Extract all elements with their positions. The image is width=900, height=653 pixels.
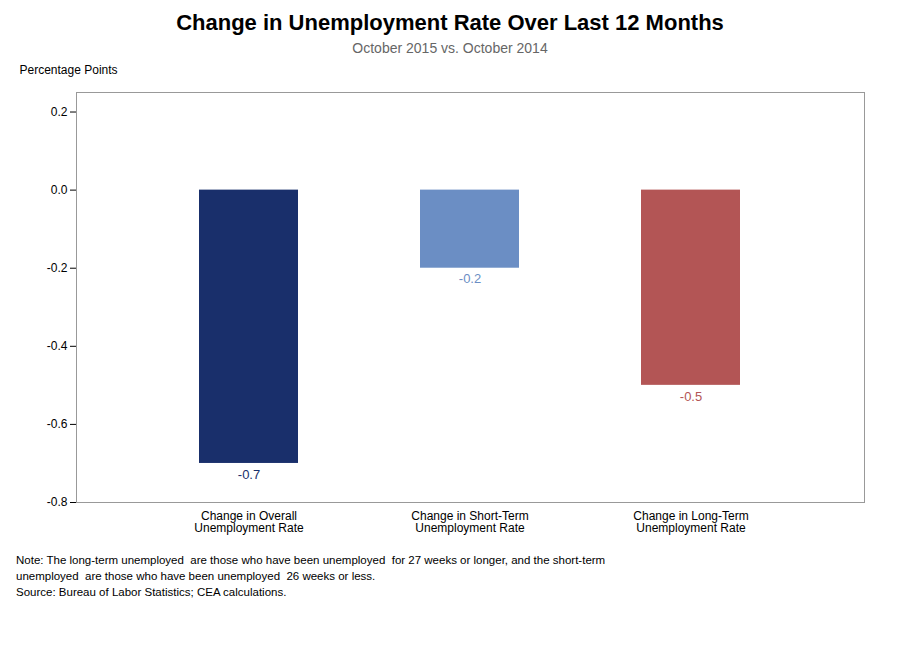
svg-text:-0.8: -0.8 xyxy=(47,495,68,509)
svg-text:-0.4: -0.4 xyxy=(47,339,68,353)
svg-text:-0.2: -0.2 xyxy=(47,261,68,275)
html-text:October 2015 vs. October 2014: October 2015 vs. October 2014 xyxy=(352,40,548,56)
html-text:Note: The long-term unemployed: Note: The long-term unemployed are those… xyxy=(16,554,606,566)
svg-text:Change in Long-TermUnemploymen: Change in Long-TermUnemployment Rate xyxy=(633,509,748,535)
svg-text:Change in OverallUnemployment: Change in OverallUnemployment Rate xyxy=(194,509,304,535)
html-text:Source: Bureau of Labor Statis: Source: Bureau of Labor Statistics; CEA … xyxy=(16,586,287,598)
svg-text:Change in Short-TermUnemployme: Change in Short-TermUnemployment Rate xyxy=(411,509,528,535)
svg-text:-0.2: -0.2 xyxy=(459,271,481,286)
svg-text:0.2: 0.2 xyxy=(51,105,68,119)
svg-text:0.0: 0.0 xyxy=(51,183,68,197)
svg-text:-0.7: -0.7 xyxy=(238,467,260,482)
svg-text:-0.6: -0.6 xyxy=(47,417,68,431)
svg-text:-0.5: -0.5 xyxy=(680,389,702,404)
svg-text:Percentage Points: Percentage Points xyxy=(20,63,118,77)
html-text:Change in Unemployment Rate Ov: Change in Unemployment Rate Over Last 12… xyxy=(176,10,724,35)
html-text:unemployed are those who have: unemployed are those who have been unemp… xyxy=(16,570,376,582)
